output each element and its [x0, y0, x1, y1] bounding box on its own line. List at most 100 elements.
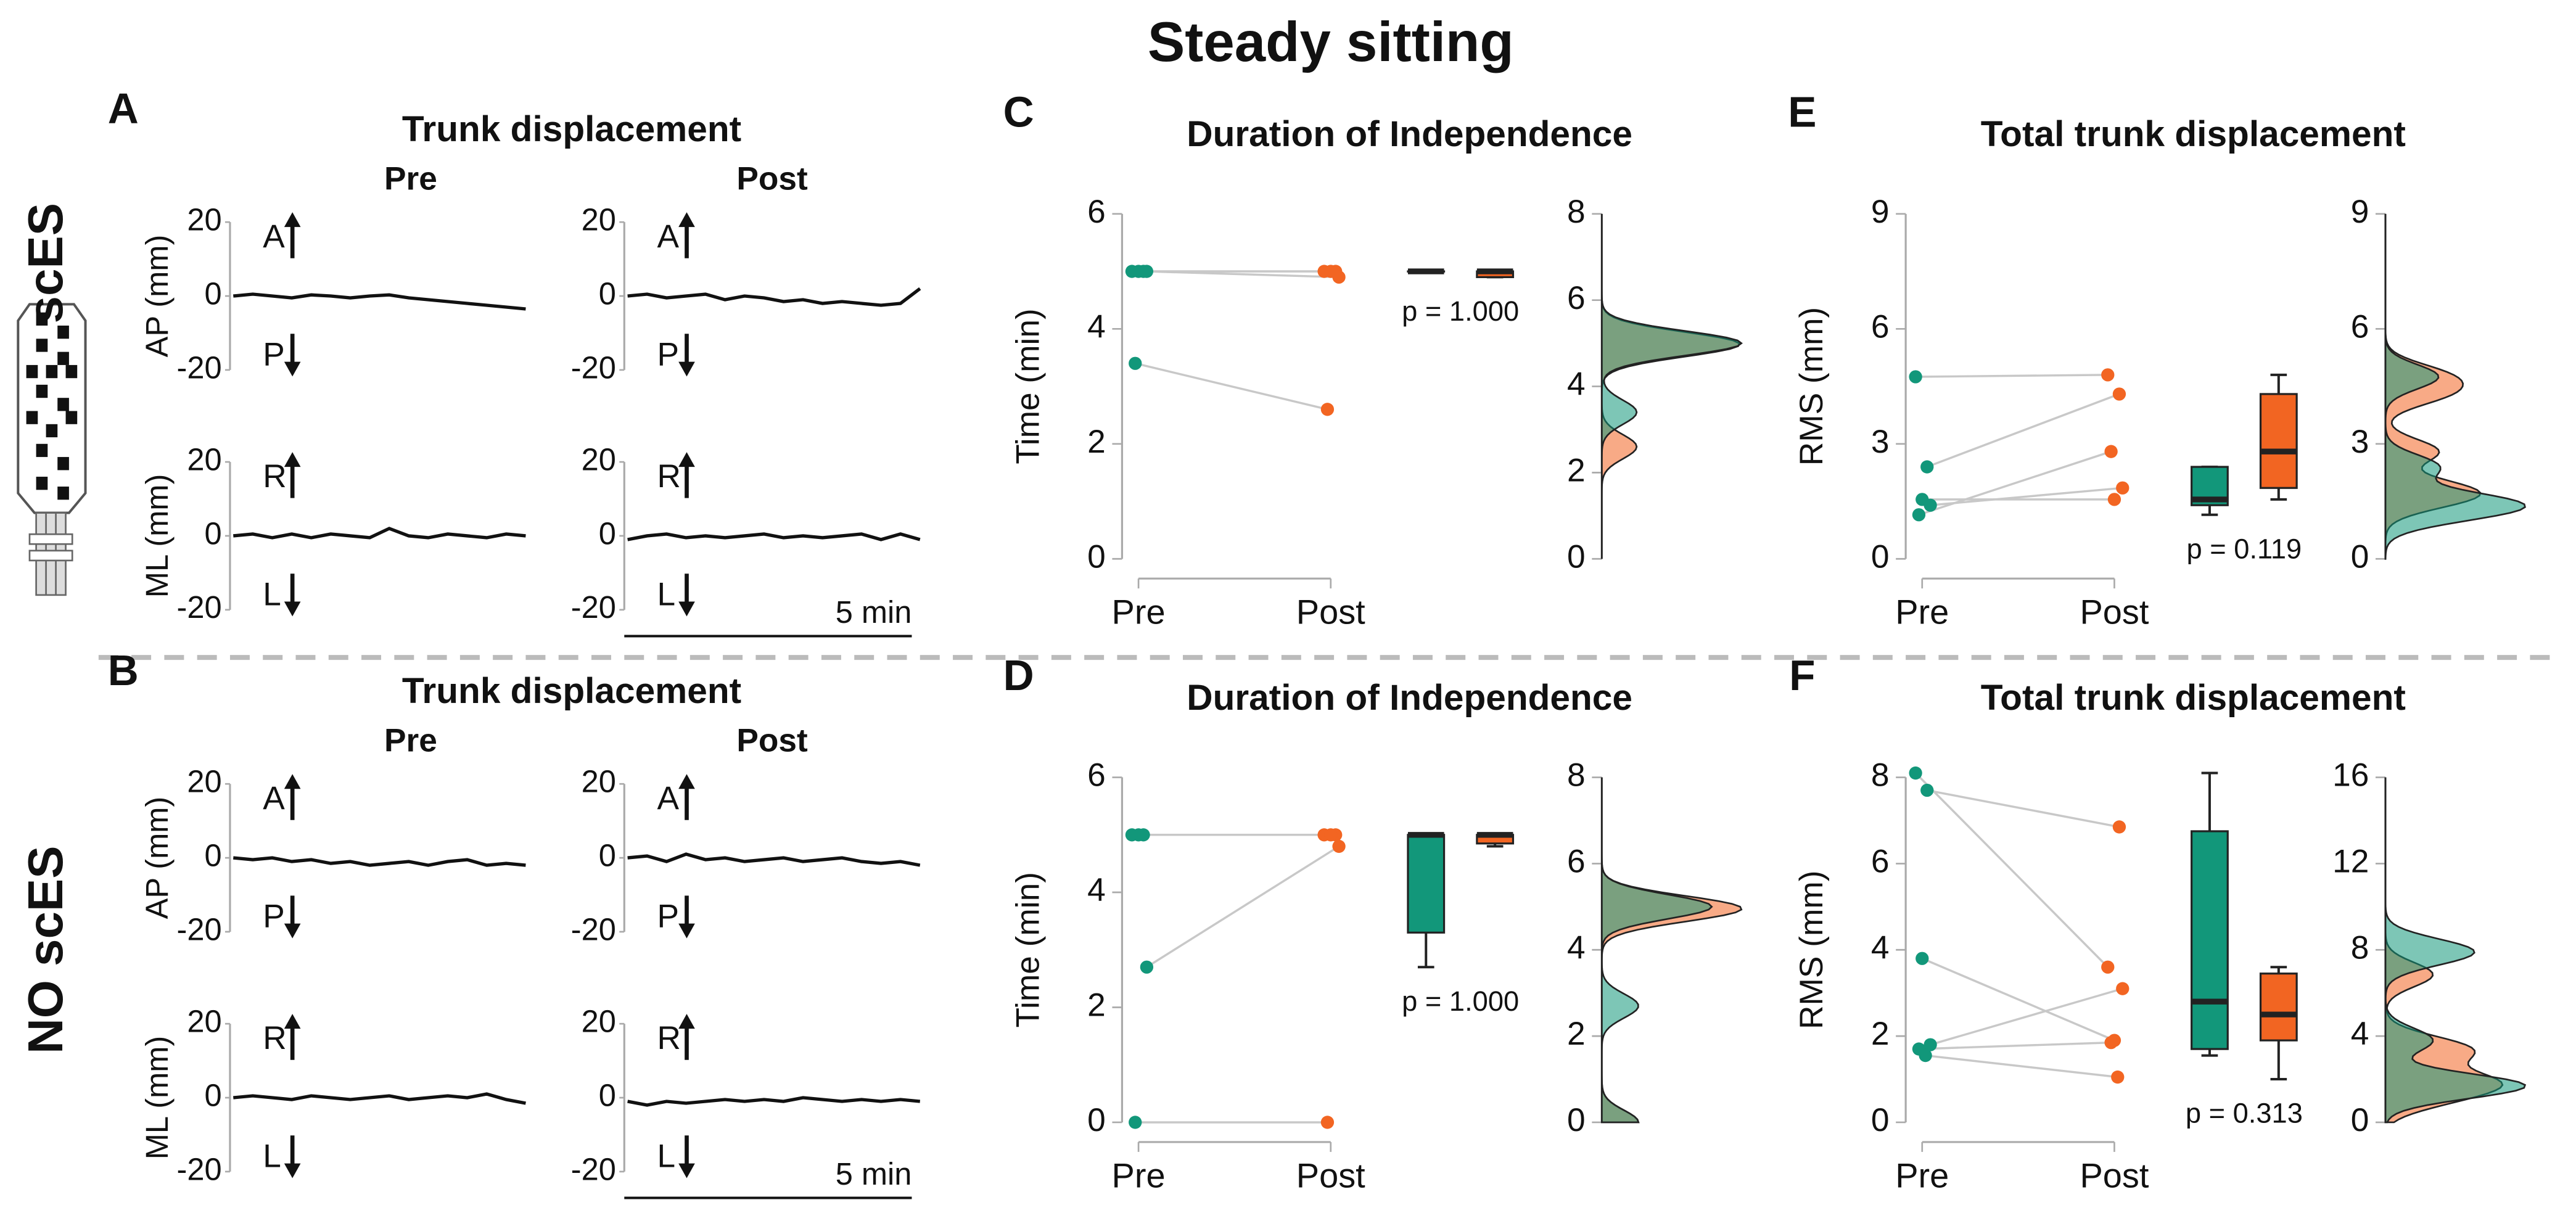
arrow-head: [678, 601, 695, 617]
scale-bar-label: 5 min: [836, 1156, 912, 1191]
density: [1600, 213, 1743, 559]
arrow-head: [284, 452, 301, 467]
direction-label: P: [263, 898, 285, 935]
direction-label: P: [263, 337, 285, 373]
y-tick-label: 20: [582, 202, 616, 237]
y-tick-label: 0: [599, 837, 616, 873]
y-tick-label: 20: [582, 764, 616, 799]
trace: [627, 532, 921, 541]
column-label: Pre: [384, 161, 437, 197]
dot: [1920, 783, 1934, 797]
y-tick-label: 3: [1871, 424, 1890, 460]
box: [2259, 393, 2298, 489]
density-tick-label: 2: [1567, 452, 1586, 488]
arrow-head: [284, 923, 301, 939]
y-tick-label: -20: [571, 1151, 616, 1186]
pair-line: [1925, 1054, 2118, 1079]
y-tick-label: 0: [204, 516, 221, 551]
panel-title: Duration of Independence: [1187, 114, 1632, 154]
density-tick-label: 4: [1567, 366, 1586, 403]
figure-title: Steady sitting: [1148, 11, 1514, 73]
dot: [1129, 1116, 1142, 1129]
y-tick-label: 0: [1087, 538, 1106, 575]
pair-line: [1146, 845, 1340, 968]
dot: [2112, 387, 2126, 401]
y-tick-label: 20: [187, 1004, 221, 1039]
panel-letter: A: [108, 84, 139, 133]
panel-letter: E: [1788, 88, 1816, 136]
dot: [1320, 1116, 1335, 1129]
dot: [2101, 960, 2115, 974]
y-axis-label: AP (mm): [139, 235, 175, 358]
y-tick-label: 9: [1871, 194, 1890, 230]
y-tick-label: 0: [599, 276, 616, 311]
panel-title: Trunk displacement: [402, 109, 741, 149]
direction-label: L: [263, 1138, 281, 1175]
y-tick-label: 20: [187, 764, 221, 799]
density: [1600, 213, 1740, 559]
direction-label: A: [657, 780, 680, 816]
dot: [1140, 960, 1154, 974]
y-axis-label: Time (min): [1010, 308, 1046, 464]
y-tick-label: 20: [582, 1004, 616, 1039]
y-tick-label: 2: [1871, 1016, 1890, 1052]
row-label: NO scES: [18, 845, 73, 1054]
arrow-head: [284, 601, 301, 617]
dot: [1912, 508, 1926, 522]
density-tick-label: 3: [2351, 424, 2369, 460]
y-tick-label: 20: [187, 202, 221, 237]
density-tick-label: 0: [1567, 538, 1586, 575]
pair-line: [1930, 487, 2123, 506]
dot: [1332, 270, 1346, 284]
direction-label: A: [263, 780, 285, 816]
y-tick-label: 0: [1087, 1102, 1106, 1138]
density-tick-label: 2: [1567, 1016, 1586, 1052]
trace: [627, 287, 921, 307]
y-axis-label: RMS (mm): [1793, 307, 1830, 466]
dot: [1320, 403, 1335, 416]
trace: [233, 1092, 526, 1105]
direction-label: R: [263, 458, 286, 495]
density-tick-label: 16: [2332, 757, 2369, 794]
y-tick-label: 20: [582, 442, 616, 477]
box: [1407, 834, 1446, 934]
density: [1600, 777, 1743, 1124]
p-value: p = 0.119: [2187, 533, 2302, 564]
direction-label: A: [657, 218, 680, 255]
dot: [2116, 481, 2130, 495]
dot: [1924, 498, 1937, 512]
direction-label: A: [263, 218, 285, 255]
dot: [1324, 828, 1338, 842]
column-label: Post: [736, 161, 808, 197]
direction-label: P: [657, 898, 680, 935]
density-tick-label: 6: [1567, 280, 1586, 316]
density: [2384, 213, 2526, 560]
y-axis-label: AP (mm): [139, 797, 175, 919]
arrow-head: [678, 361, 695, 377]
panel-letter: F: [1789, 651, 1815, 699]
dot: [1129, 356, 1142, 370]
row-label: scES: [18, 203, 73, 323]
pair-line: [1930, 987, 2123, 1046]
direction-label: R: [657, 458, 681, 495]
y-tick-label: 0: [599, 1077, 616, 1112]
y-tick-label: 2: [1087, 987, 1106, 1024]
pair-line: [1919, 1041, 2112, 1050]
y-tick-label: 0: [1871, 1102, 1890, 1138]
density-tick-label: 4: [2351, 1016, 2369, 1052]
p-value: p = 0.313: [2186, 1098, 2303, 1129]
y-tick-label: 6: [1087, 194, 1106, 230]
panel-letter: C: [1003, 88, 1034, 136]
x-tick-label: Pre: [1895, 1156, 1949, 1194]
dot: [1919, 1048, 1932, 1063]
density-tick-label: 8: [1567, 194, 1586, 230]
x-tick-label: Post: [2080, 1156, 2149, 1194]
y-axis-label: ML (mm): [139, 474, 175, 598]
density-tick-label: 0: [2351, 538, 2369, 575]
arrow-head: [678, 1014, 695, 1029]
dot: [2104, 445, 2118, 458]
pair-line: [1922, 957, 2115, 1042]
direction-label: R: [263, 1020, 286, 1056]
